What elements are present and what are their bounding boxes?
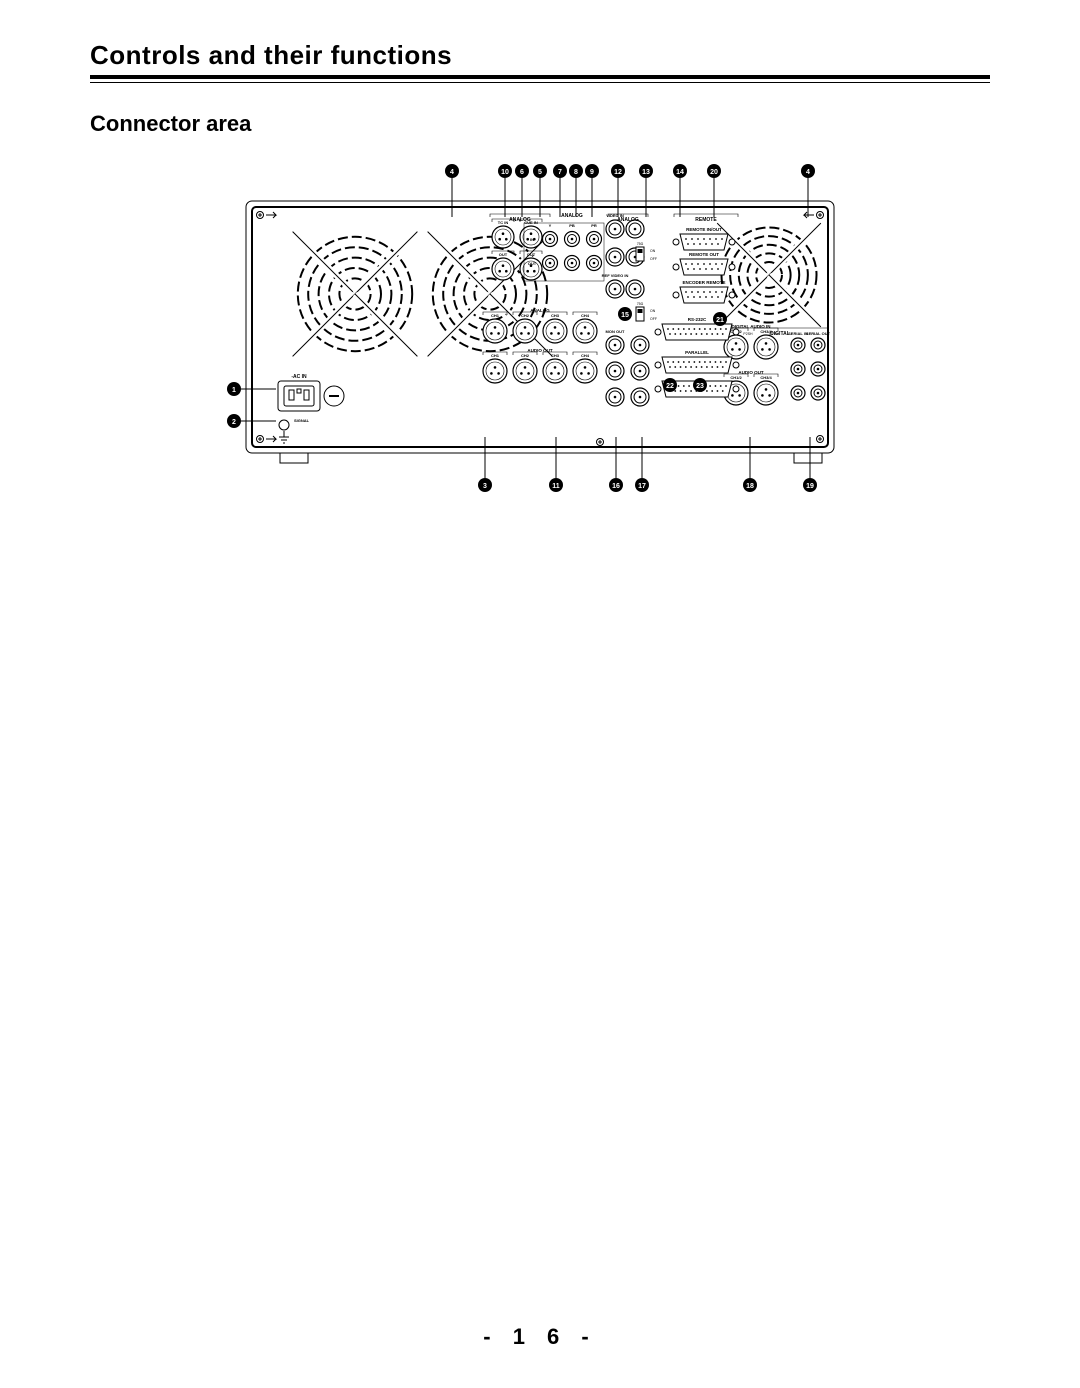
svg-text:22: 22 [666, 383, 674, 390]
svg-text:12: 12 [614, 169, 622, 176]
svg-text:OUT: OUT [527, 252, 536, 257]
svg-text:75Ω: 75Ω [637, 302, 644, 306]
svg-text:OUT: OUT [528, 261, 537, 266]
svg-text:CH1: CH1 [491, 353, 500, 358]
svg-text:-AC IN: -AC IN [291, 374, 307, 380]
svg-text:ANALOG: ANALOG [561, 213, 583, 219]
svg-text:RS-232C: RS-232C [688, 317, 707, 322]
svg-text:REMOTE IN/OUT: REMOTE IN/OUT [686, 227, 722, 232]
svg-text:Y: Y [549, 223, 552, 228]
svg-text:MON OUT: MON OUT [606, 329, 625, 334]
svg-text:PARALLEL: PARALLEL [685, 350, 709, 355]
svg-text:14: 14 [676, 169, 684, 176]
svg-text:10: 10 [501, 169, 509, 176]
svg-text:PR: PR [591, 223, 597, 228]
title-rule [90, 75, 990, 83]
svg-text:11: 11 [552, 483, 560, 490]
svg-text:1: 1 [232, 387, 236, 394]
svg-text:17: 17 [638, 483, 646, 490]
svg-text:8: 8 [574, 169, 578, 176]
svg-text:9: 9 [590, 169, 594, 176]
svg-text:ANALOG: ANALOG [509, 217, 531, 223]
subtitle: Connector area [90, 111, 990, 137]
svg-text:15: 15 [621, 312, 629, 319]
svg-text:REF VIDEO IN: REF VIDEO IN [602, 273, 629, 278]
svg-text:ON: ON [650, 249, 656, 253]
svg-text:CH4: CH4 [581, 353, 590, 358]
svg-text:18: 18 [746, 483, 754, 490]
svg-text:75Ω: 75Ω [637, 242, 644, 246]
svg-text:SERIAL OUT: SERIAL OUT [806, 331, 831, 336]
svg-text:P2SH: P2SH [769, 332, 779, 336]
svg-text:16: 16 [612, 483, 620, 490]
svg-text:P2SH: P2SH [743, 332, 753, 336]
svg-text:CH1/2: CH1/2 [730, 375, 742, 380]
svg-text:ENCODER REMOTE: ENCODER REMOTE [682, 280, 725, 285]
svg-text:CH3: CH3 [551, 313, 560, 318]
svg-text:4: 4 [806, 169, 810, 176]
svg-text:CH2: CH2 [521, 313, 530, 318]
svg-text:19: 19 [806, 483, 814, 490]
svg-text:23: 23 [696, 383, 704, 390]
svg-text:CH3/4: CH3/4 [760, 375, 772, 380]
svg-text:4: 4 [450, 169, 454, 176]
svg-text:3: 3 [483, 483, 487, 490]
svg-text:OUT: OUT [499, 252, 508, 257]
svg-text:5: 5 [538, 169, 542, 176]
svg-text:2: 2 [232, 419, 236, 426]
svg-text:CH1: CH1 [491, 313, 500, 318]
connector-diagram: -AC INSIGNALTC INCUE INOUTOUTANALOGCH1CH… [220, 159, 860, 499]
svg-text:ANALOG: ANALOG [617, 217, 639, 223]
svg-text:PB: PB [569, 223, 575, 228]
svg-text:CH3: CH3 [551, 353, 560, 358]
page-title: Controls and their functions [90, 40, 990, 71]
svg-text:7: 7 [558, 169, 562, 176]
svg-text:6: 6 [520, 169, 524, 176]
svg-text:REMOTE: REMOTE [695, 217, 717, 223]
svg-text:ON: ON [650, 309, 656, 313]
svg-text:REMOTE OUT: REMOTE OUT [689, 252, 719, 257]
svg-text:21: 21 [716, 317, 724, 324]
svg-text:SIGNAL: SIGNAL [294, 418, 310, 423]
svg-text:IN: IN [530, 237, 534, 242]
svg-text:20: 20 [710, 169, 718, 176]
svg-text:CH2: CH2 [521, 353, 530, 358]
svg-text:OFF: OFF [650, 317, 657, 321]
svg-text:13: 13 [642, 169, 650, 176]
svg-text:OFF: OFF [650, 257, 657, 261]
svg-text:TC IN: TC IN [498, 220, 509, 225]
svg-text:CH4: CH4 [581, 313, 590, 318]
page-number: - 1 6 - [0, 1324, 1080, 1350]
